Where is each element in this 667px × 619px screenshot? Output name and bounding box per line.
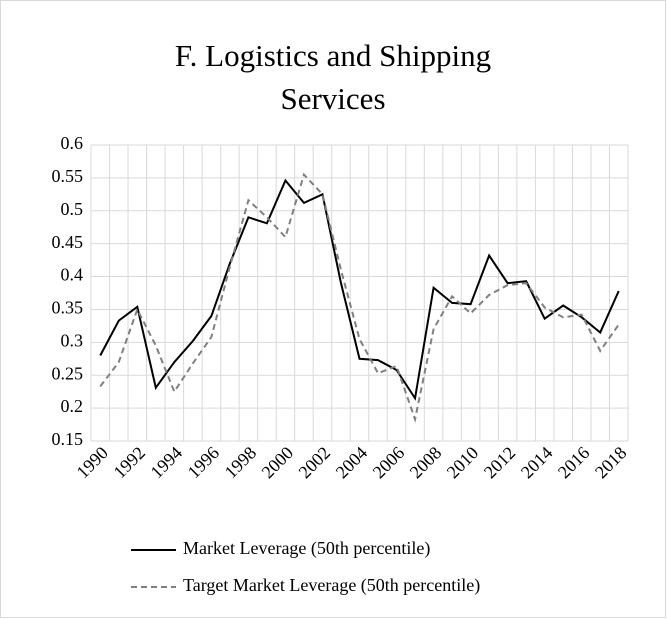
x-tick-label: 1994	[146, 443, 186, 483]
y-tick-label: 0.25	[52, 363, 84, 383]
series-line	[99, 178, 620, 401]
x-tick-label: 2010	[443, 443, 483, 483]
series-line	[99, 172, 620, 424]
x-tick-label: 1996	[184, 443, 224, 483]
y-tick-label: 0.2	[61, 396, 84, 416]
x-tick-label: 1992	[109, 443, 149, 483]
x-tick-label: 2012	[480, 443, 520, 483]
x-tick-label: 2008	[406, 443, 446, 483]
legend-label: Target Market Leverage (50th percentile)	[183, 575, 480, 596]
chart-title: F. Logistics and Shipping Services	[174, 38, 492, 116]
y-tick-label: 0.5	[61, 199, 84, 219]
x-tick-label: 2000	[258, 443, 298, 483]
y-tick-label: 0.45	[52, 232, 84, 252]
y-tick-label: 0.55	[52, 166, 84, 186]
x-tick-label: 2018	[591, 443, 631, 483]
y-tick-label: 0.6	[61, 133, 84, 153]
y-tick-label: 0.4	[61, 265, 84, 285]
y-tick-label: 0.3	[61, 330, 84, 350]
y-tick-label: 0.35	[52, 298, 84, 318]
x-tick-label: 2002	[295, 443, 335, 483]
y-tick-label: 0.15	[52, 429, 84, 449]
x-tick-label: 2006	[369, 443, 409, 483]
x-tick-label: 2014	[517, 443, 557, 483]
x-tick-label: 2016	[554, 443, 594, 483]
legend-label: Market Leverage (50th percentile)	[183, 538, 430, 559]
x-tick-label: 2004	[332, 443, 372, 483]
x-tick-label: 1998	[221, 443, 261, 483]
